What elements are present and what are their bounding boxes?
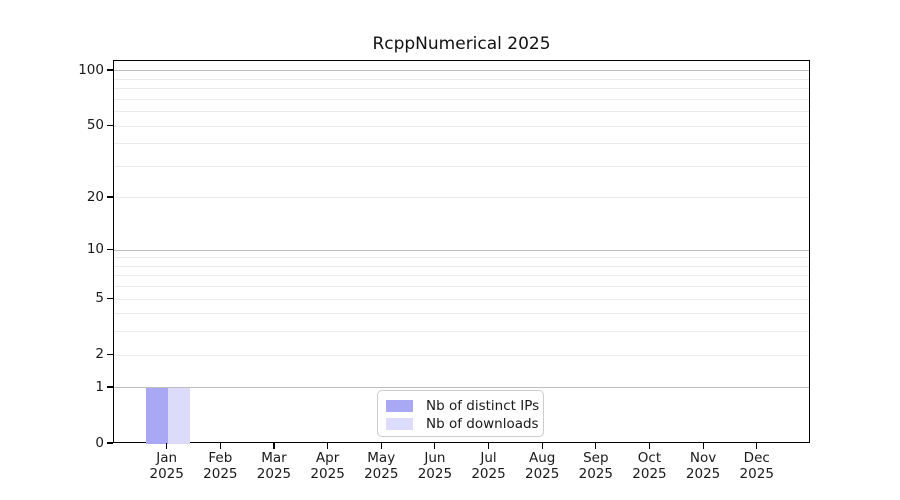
legend: Nb of distinct IPs Nb of downloads [377,390,544,437]
legend-entry-distinct-ips: Nb of distinct IPs [386,398,543,414]
x-tick-mark [756,443,758,449]
x-tick-label: Apr 2025 [310,450,345,482]
x-tick-label: Oct 2025 [632,450,667,482]
x-tick-mark [648,443,651,449]
gridline-minor [114,88,809,90]
x-tick-label: Feb 2025 [203,450,238,482]
legend-swatch-distinct-ips [386,400,413,412]
x-tick-label: Sep 2025 [578,450,613,482]
y-tick-label: 20 [86,188,104,205]
gridline-minor [114,98,809,100]
gridline-minor [114,165,809,167]
x-tick-label: May 2025 [364,450,399,482]
legend-label-distinct-ips: Nb of distinct IPs [426,398,540,414]
gridline-minor [114,331,809,333]
x-tick-mark [434,443,436,449]
x-tick-label: Nov 2025 [685,450,721,482]
x-tick-label: Jun 2025 [417,450,453,482]
y-tick-label: 0 [95,435,104,451]
legend-swatch-downloads [386,418,413,430]
gridline-major [114,249,809,251]
gridline-minor [114,257,809,259]
x-tick-mark [595,443,597,449]
gridline-minor [114,143,809,145]
y-tick-label: 5 [95,290,104,307]
bar-downloads [167,387,190,444]
x-tick-mark [541,443,543,449]
x-tick-mark [273,443,275,449]
y-tick-label: 10 [86,241,104,258]
legend-entry-downloads: Nb of downloads [386,416,543,432]
gridline-minor [114,125,809,127]
gridline-minor [114,313,809,315]
gridline-minor [114,197,809,199]
plot-area [113,60,810,444]
gridline-minor [114,275,809,277]
y-tick-label: 50 [86,117,104,134]
gridline-minor [114,354,809,356]
gridline-minor [114,78,809,80]
y-tick-label: 1 [95,378,104,395]
y-tick-label: 2 [95,346,104,363]
x-tick-label: Dec 2025 [739,450,774,482]
x-tick-mark [702,443,704,449]
x-tick-mark [380,443,382,449]
gridline-minor [114,298,809,300]
legend-label-downloads: Nb of downloads [426,416,539,432]
x-tick-mark [219,443,221,449]
x-tick-mark [327,443,329,449]
bar-distinct-ips [145,387,168,444]
x-tick-label: Aug 2025 [524,450,560,482]
gridline-major [114,387,809,389]
chart-title: RcppNumerical 2025 [372,34,551,54]
gridline-minor [114,111,809,113]
gridline-minor [114,286,809,288]
gridline-minor [114,265,809,267]
plot-inner [114,61,809,444]
x-tick-label: Jul 2025 [471,450,506,482]
x-tick-label: Jan 2025 [149,450,184,482]
y-tick-label: 100 [78,61,104,78]
x-tick-mark [487,443,490,449]
x-tick-label: Mar 2025 [256,450,292,482]
gridline-major [114,70,809,72]
